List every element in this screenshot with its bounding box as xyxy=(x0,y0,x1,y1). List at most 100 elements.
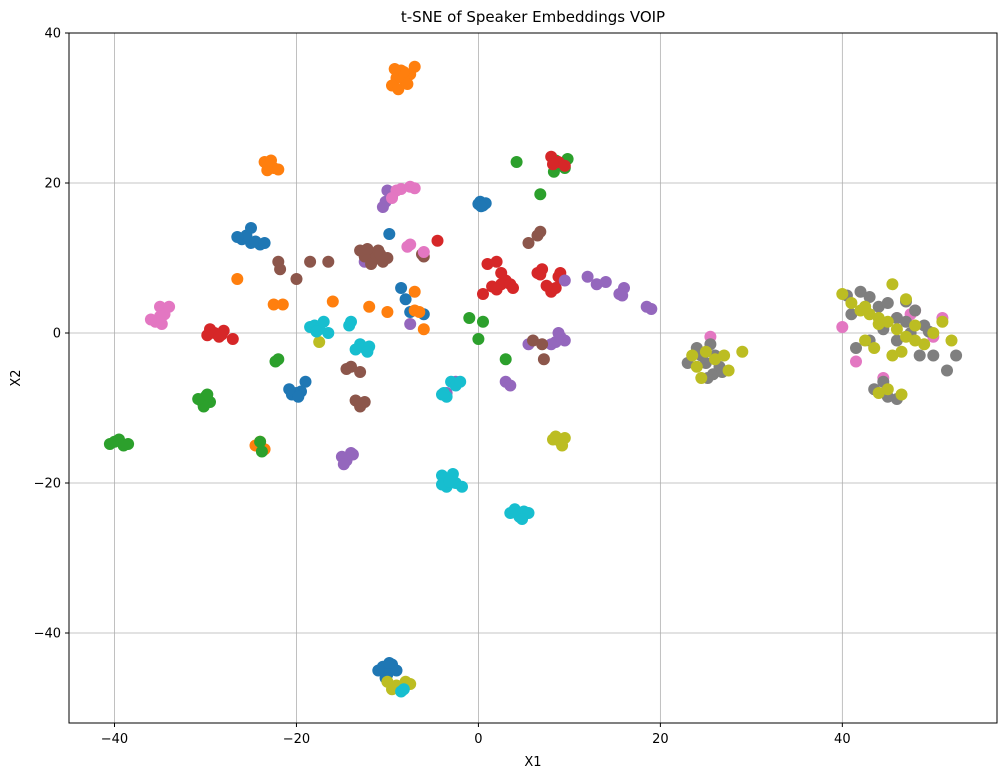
scatter-point xyxy=(868,342,881,354)
scatter-point xyxy=(558,432,571,444)
scatter-point xyxy=(927,327,940,339)
scatter-point xyxy=(890,323,903,336)
scatter-point xyxy=(890,334,903,347)
scatter-point xyxy=(322,327,335,339)
scatter-point xyxy=(699,357,712,369)
scatter-point xyxy=(534,268,547,281)
scatter-point xyxy=(388,63,401,75)
scatter-point xyxy=(454,375,467,388)
scatter-point xyxy=(408,182,421,195)
scatter-point xyxy=(249,235,262,248)
scatter-point xyxy=(408,60,421,73)
y-tick-label: 40 xyxy=(44,27,61,42)
scatter-point xyxy=(872,300,885,313)
scatter-point xyxy=(522,237,535,249)
scatter-point xyxy=(304,255,317,268)
scatter-point xyxy=(381,252,394,264)
x-tick-label: −40 xyxy=(101,732,128,747)
data-points xyxy=(103,60,963,698)
scatter-point xyxy=(417,323,430,336)
y-tick-label: −20 xyxy=(34,477,61,492)
scatter-point xyxy=(558,274,571,287)
scatter-point xyxy=(363,300,376,313)
scatter-point xyxy=(872,318,885,330)
scatter-point xyxy=(547,158,559,171)
scatter-point xyxy=(372,664,385,677)
scatter-point xyxy=(345,360,357,373)
scatter-point xyxy=(431,234,444,247)
scatter-point xyxy=(490,283,503,296)
chart-title: t-SNE of Speaker Embeddings VOIP xyxy=(401,8,665,26)
scatter-point xyxy=(909,319,922,332)
scatter-point xyxy=(886,278,899,291)
scatter-point xyxy=(365,258,378,270)
scatter-point xyxy=(537,353,550,366)
scatter-point xyxy=(909,304,922,317)
scatter-point xyxy=(354,366,367,378)
scatter-point xyxy=(945,334,958,347)
scatter-point xyxy=(854,285,867,298)
scatter-point xyxy=(950,349,963,362)
scatter-point xyxy=(900,315,912,328)
scatter-point xyxy=(475,200,488,213)
scatter-point xyxy=(836,288,849,300)
scatter-point xyxy=(272,163,285,176)
scatter-point xyxy=(395,183,408,195)
x-tick-label: 0 xyxy=(474,732,482,747)
series-8 xyxy=(313,278,958,696)
scatter-point xyxy=(645,303,658,315)
scatter-point xyxy=(845,297,858,309)
scatter-point xyxy=(545,338,558,351)
scatter-point xyxy=(397,66,410,78)
scatter-point xyxy=(495,267,508,279)
scatter-point xyxy=(890,312,903,324)
scatter-point xyxy=(283,383,296,396)
y-tick-label: 0 xyxy=(53,327,61,342)
scatter-point xyxy=(872,387,885,399)
scatter-point xyxy=(558,159,571,172)
scatter-point xyxy=(836,321,849,333)
y-axis-label: X2 xyxy=(9,369,24,386)
scatter-point xyxy=(850,355,862,368)
scatter-point xyxy=(613,288,626,300)
scatter-point xyxy=(718,349,731,362)
scatter-point xyxy=(941,364,953,377)
series-1 xyxy=(231,60,430,456)
scatter-point xyxy=(859,300,872,313)
scatter-point xyxy=(361,243,374,255)
scatter-point xyxy=(231,273,244,285)
scatter-point xyxy=(313,336,326,348)
scatter-point xyxy=(390,664,403,677)
scatter-point xyxy=(504,507,517,519)
x-axis-label: X1 xyxy=(524,755,541,770)
scatter-point xyxy=(477,315,489,328)
scatter-point xyxy=(507,282,519,294)
y-tick-label: 20 xyxy=(44,177,61,192)
x-tick-label: 40 xyxy=(834,732,851,747)
axis-ticks: −40 −20 0 20 40 −40 −20 0 20 40 xyxy=(34,27,851,748)
scatter-point xyxy=(536,338,549,351)
scatter-point xyxy=(269,355,282,368)
scatter-point xyxy=(900,330,912,343)
scatter-point xyxy=(386,683,398,696)
scatter-point xyxy=(361,345,374,358)
scatter-point xyxy=(255,445,268,458)
y-tick-label: −40 xyxy=(34,627,61,642)
scatter-point xyxy=(292,390,305,403)
scatter-point xyxy=(437,387,450,399)
series-3 xyxy=(201,150,571,345)
plot-area-frame xyxy=(68,32,998,724)
scatter-point xyxy=(909,334,922,347)
scatter-point xyxy=(231,231,244,243)
scatter-point xyxy=(154,310,166,323)
scatter-point xyxy=(534,225,547,238)
scatter-point xyxy=(699,345,712,358)
scatter-point xyxy=(408,285,421,298)
scatter-point xyxy=(481,258,494,270)
scatter-point xyxy=(317,315,330,328)
scatter-point xyxy=(918,338,931,351)
scatter-point xyxy=(290,273,303,285)
scatter-point xyxy=(516,513,529,525)
scatter-point xyxy=(456,480,468,493)
